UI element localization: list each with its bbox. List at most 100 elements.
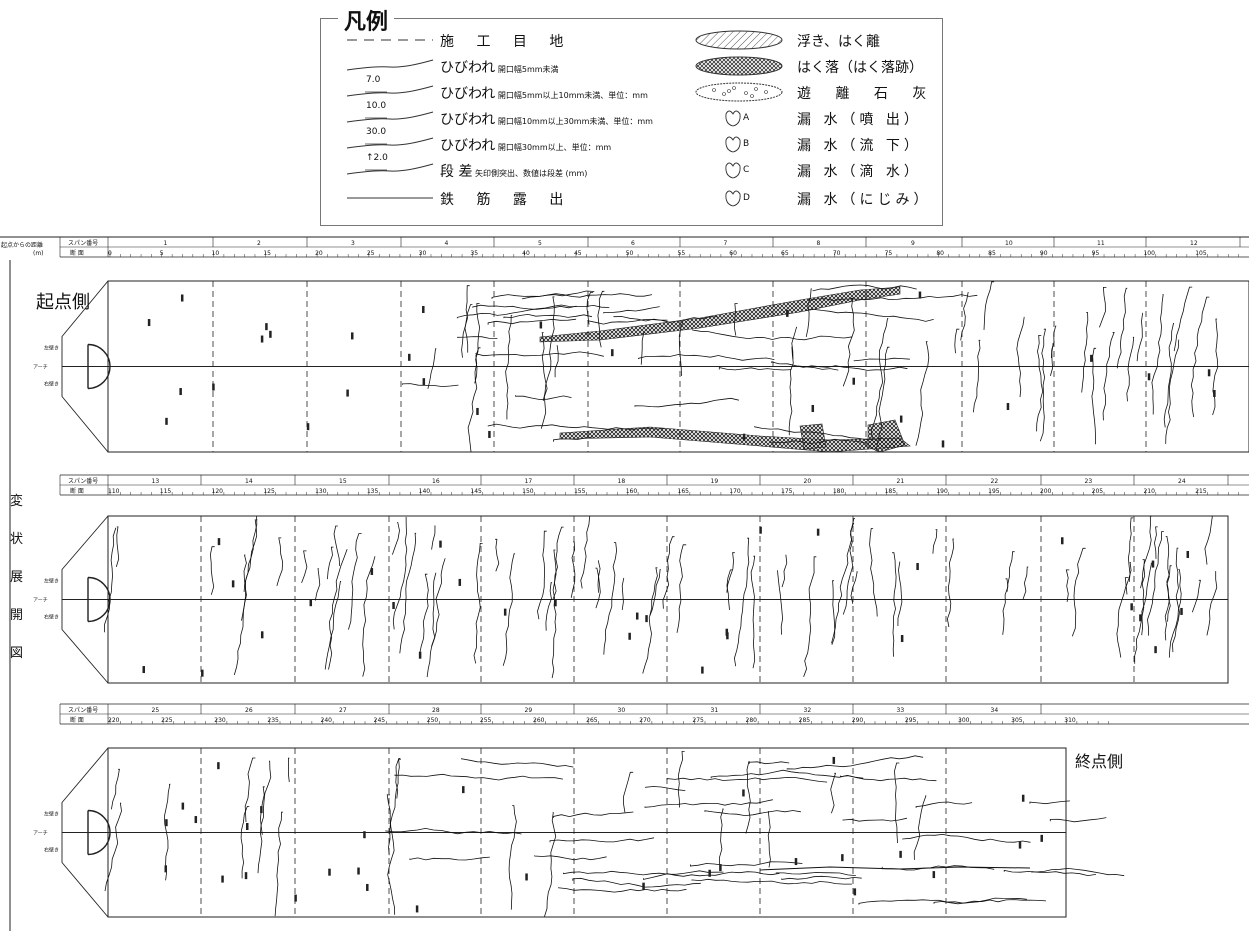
crack — [457, 336, 498, 339]
crack — [690, 861, 803, 867]
distance-tick: 60 — [729, 250, 737, 257]
crack — [954, 328, 960, 354]
crack-width-mark — [1213, 389, 1216, 397]
crack — [362, 556, 376, 677]
legend-line-symbol — [346, 59, 434, 71]
legend-box — [320, 18, 943, 226]
crack-width-mark — [918, 291, 922, 299]
crack — [812, 284, 917, 292]
distance-tick: 0 — [108, 250, 112, 257]
distance-tick: 150 — [522, 488, 534, 495]
crack-width-mark — [1040, 834, 1043, 842]
crack — [1163, 323, 1174, 428]
span-number: 7 — [724, 240, 728, 247]
legend-symbol-letter: C — [743, 165, 750, 175]
crack — [1172, 547, 1180, 653]
crack — [913, 795, 927, 860]
distance-tick: 265 — [586, 717, 598, 724]
crack-width-mark — [841, 854, 844, 862]
crack — [869, 528, 878, 617]
crack-width-mark — [422, 378, 426, 386]
span-number: 8 — [817, 240, 821, 247]
legend-item-label: 鉄 筋 露 出 — [440, 192, 573, 208]
distance-tick: 10 — [212, 250, 220, 257]
distance-tick: 25 — [367, 250, 375, 257]
distance-unit: (m) — [33, 250, 44, 257]
legend-right-item: 遊 離 石 灰 — [797, 86, 937, 102]
crack-width-mark — [1006, 403, 1010, 411]
span-number: 9 — [911, 240, 915, 247]
crack — [314, 568, 321, 601]
distance-tick: 110 — [108, 488, 120, 495]
legend-item-note: 開口幅5mm未満 — [495, 65, 559, 74]
distance-tick: 255 — [480, 717, 492, 724]
distance-tick: 210 — [1143, 488, 1155, 495]
legend-right-item: 漏 水（滴 水） — [797, 164, 922, 180]
crack — [427, 348, 437, 389]
distance-tick: 65 — [781, 250, 789, 257]
crack-width-mark — [476, 407, 479, 415]
crack — [1206, 571, 1218, 636]
crack — [662, 536, 675, 609]
crack-width-mark — [179, 388, 182, 396]
distance-tick: 250 — [427, 717, 439, 724]
distance-tick: 70 — [833, 250, 841, 257]
distance-tick: 235 — [267, 717, 279, 724]
span-number: 26 — [245, 707, 253, 714]
span-number: 5 — [538, 240, 542, 247]
distance-tick: 40 — [522, 250, 530, 257]
crack-width-mark — [363, 831, 366, 839]
crack — [1127, 517, 1134, 582]
crack-width-mark — [201, 669, 204, 677]
distance-tick: 50 — [626, 250, 634, 257]
crack — [781, 554, 788, 588]
legend-line-symbol — [346, 111, 434, 123]
crack — [1002, 578, 1009, 635]
spalling-area — [539, 286, 901, 343]
distance-tick: 45 — [574, 250, 582, 257]
crack — [1204, 516, 1213, 565]
crack-width-mark — [1090, 354, 1093, 362]
crack-width-mark — [1139, 614, 1142, 622]
span-number: 17 — [525, 478, 533, 485]
crack-width-mark — [458, 578, 462, 586]
crack — [1036, 335, 1044, 432]
legend-item-label: ひびわれ — [440, 86, 496, 102]
distance-tick: 165 — [678, 488, 690, 495]
crack-width-mark — [719, 864, 722, 872]
crack — [388, 758, 401, 856]
distance-tick: 205 — [1092, 488, 1104, 495]
crack-width-mark — [503, 608, 507, 616]
crack — [897, 561, 903, 627]
distance-tick: 180 — [833, 488, 845, 495]
span-number-header: スパン番号 — [68, 478, 98, 485]
legend-left-item: 鉄 筋 露 出 — [440, 189, 572, 209]
crack — [1166, 565, 1172, 622]
crack-width-mark — [554, 599, 557, 607]
side-title-char: 状 — [10, 532, 24, 547]
crack — [748, 761, 790, 765]
crack — [115, 526, 120, 568]
crack-width-mark — [1130, 603, 1133, 611]
legend-item-note: 開口幅10mm以上30mm未満、単位：mm — [495, 117, 653, 126]
span-number: 28 — [432, 707, 440, 714]
crack-width-mark — [832, 756, 836, 764]
span-number: 10 — [1005, 240, 1013, 247]
distance-tick: 95 — [1092, 250, 1100, 257]
crack-width-mark — [418, 651, 422, 659]
spalling-area — [867, 419, 906, 453]
crack-width-mark — [899, 850, 902, 858]
span-number: 18 — [618, 478, 626, 485]
distance-tick: 85 — [988, 250, 996, 257]
crack — [385, 827, 522, 835]
crack-width-mark — [260, 335, 264, 343]
crack — [595, 567, 601, 609]
distance-tick: 75 — [885, 250, 893, 257]
crack — [301, 550, 308, 584]
section-header: 断 面 — [70, 487, 84, 495]
crack-width-mark — [900, 635, 904, 643]
crack — [915, 341, 930, 446]
distance-tick: 260 — [533, 717, 545, 724]
distance-tick: 115 — [160, 488, 172, 495]
crack — [534, 855, 607, 861]
